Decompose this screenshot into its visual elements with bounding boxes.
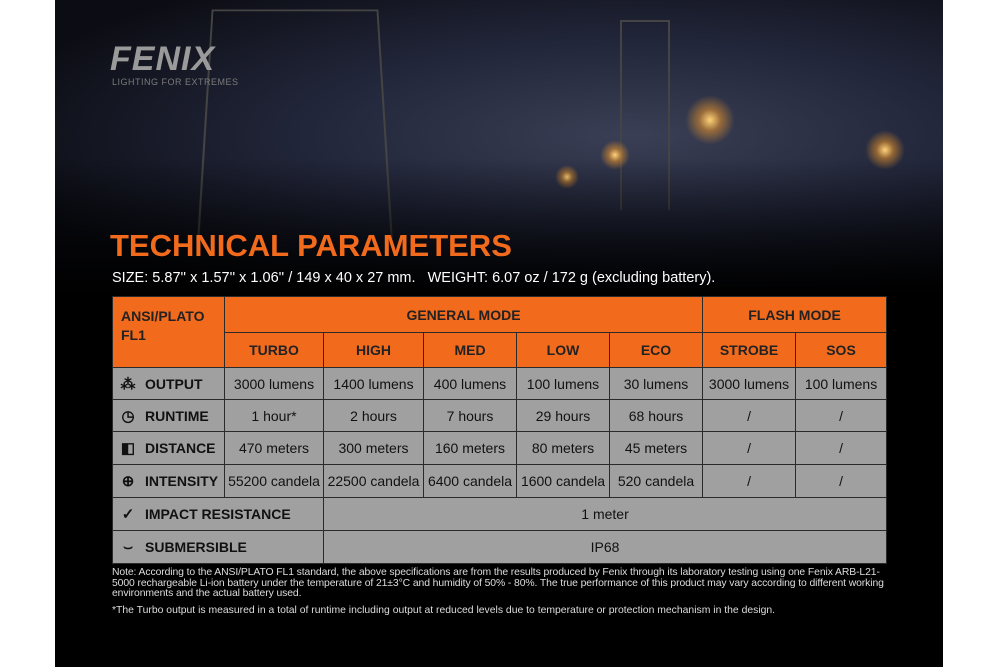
size-weight: SIZE: 5.87'' x 1.57'' x 1.06'' / 149 x 4… <box>112 270 716 286</box>
table-cell: 3000 lumens <box>224 367 324 400</box>
table-row: ◷ RUNTIME 1 hour* 2 hours 7 hours 29 hours 68 … <box>112 399 888 432</box>
row-label: ◷ RUNTIME <box>112 399 225 432</box>
target-icon: ⊕ <box>121 473 135 490</box>
table-cell: / <box>795 431 888 465</box>
table-row: ⁂ OUTPUT 3000 lumens 1400 lumens 400 lumens 1… <box>112 367 888 400</box>
background-photo <box>55 0 943 300</box>
mode-header: SOS <box>795 332 888 368</box>
table-cell: 160 meters <box>423 431 517 465</box>
table-cell: 80 meters <box>516 431 610 465</box>
street-light <box>600 140 630 170</box>
pylon-right <box>620 20 670 210</box>
table-cell: 55200 candela <box>224 464 324 498</box>
table-cell: 68 hours <box>608 399 704 432</box>
table-cell: 100 lumens <box>516 367 610 400</box>
tagline: LIGHTING FOR EXTREMES <box>112 77 239 87</box>
street-light <box>685 95 735 145</box>
table-cell: 30 lumens <box>608 367 704 400</box>
water-icon: ⌣ <box>123 538 133 556</box>
beam-icon: ◧ <box>120 440 136 457</box>
table-row: ⊕ INTENSITY 55200 candela 22500 candela 6400… <box>112 464 888 498</box>
row-label: ⊕ INTENSITY <box>112 464 225 498</box>
table-cell: / <box>795 399 888 432</box>
corner-header: ANSI/PLATO FL1 <box>112 296 225 368</box>
table-cell: 2 hours <box>323 399 424 432</box>
burst-icon: ⁂ <box>120 375 136 393</box>
table-row: ⌣ SUBMERSIBLE IP68 <box>112 530 888 564</box>
table-cell: 7 hours <box>423 399 517 432</box>
footnote: *The Turbo output is measured in a total… <box>112 604 776 616</box>
table-cell: / <box>702 464 797 498</box>
page-title: TECHNICAL PARAMETERS <box>110 228 512 263</box>
table-cell: 1600 candela <box>516 464 610 498</box>
mode-header: HIGH <box>323 332 424 368</box>
table-cell: 1 meter <box>322 497 888 531</box>
spec-table: ANSI/PLATO FL1 GENERAL MODE FLASH MODE T… <box>112 296 888 564</box>
street-light <box>555 165 579 189</box>
table-cell: 1400 lumens <box>323 367 424 400</box>
table-cell: 100 lumens <box>795 367 888 400</box>
mode-header: STROBE <box>702 332 797 368</box>
table-cell: 3000 lumens <box>702 367 797 400</box>
table-row: ◧ DISTANCE 470 meters 300 meters 160 meters 8… <box>112 431 888 465</box>
table-row: ✓ IMPACT RESISTANCE 1 meter <box>112 497 888 531</box>
group-flash: FLASH MODE <box>702 296 888 333</box>
street-light <box>865 130 905 170</box>
table-cell: 300 meters <box>323 431 424 465</box>
table-cell: / <box>795 464 888 498</box>
mode-header: MED <box>423 332 517 368</box>
table-cell: 470 meters <box>224 431 324 465</box>
row-label: ⁂ OUTPUT <box>112 367 225 400</box>
clock-icon: ◷ <box>121 407 135 425</box>
table-cell: 400 lumens <box>423 367 517 400</box>
row-label: ⌣ SUBMERSIBLE <box>112 530 324 564</box>
mode-header: LOW <box>516 332 610 368</box>
table-cell: / <box>702 399 797 432</box>
group-general: GENERAL MODE <box>223 296 704 333</box>
pylon-left <box>197 9 393 239</box>
note: Note: According to the ANSI/PLATO FL1 st… <box>112 567 884 599</box>
table-cell: 45 meters <box>608 431 704 465</box>
table-cell: 6400 candela <box>423 464 517 498</box>
notes-block: Note: According to the ANSI/PLATO FL1 st… <box>112 567 890 616</box>
mode-header: ECO <box>608 332 704 368</box>
table-cell: IP68 <box>322 530 888 564</box>
table-cell: / <box>702 431 797 465</box>
row-label: ◧ DISTANCE <box>112 431 225 465</box>
table-cell: 520 candela <box>608 464 704 498</box>
fenix-logo: FENIX <box>110 40 216 78</box>
impact-icon: ✓ <box>121 506 135 523</box>
mode-header: TURBO <box>224 332 324 368</box>
table-cell: 1 hour* <box>224 399 324 432</box>
table-cell: 22500 candela <box>323 464 424 498</box>
table-cell: 29 hours <box>516 399 610 432</box>
row-label: ✓ IMPACT RESISTANCE <box>112 497 324 531</box>
